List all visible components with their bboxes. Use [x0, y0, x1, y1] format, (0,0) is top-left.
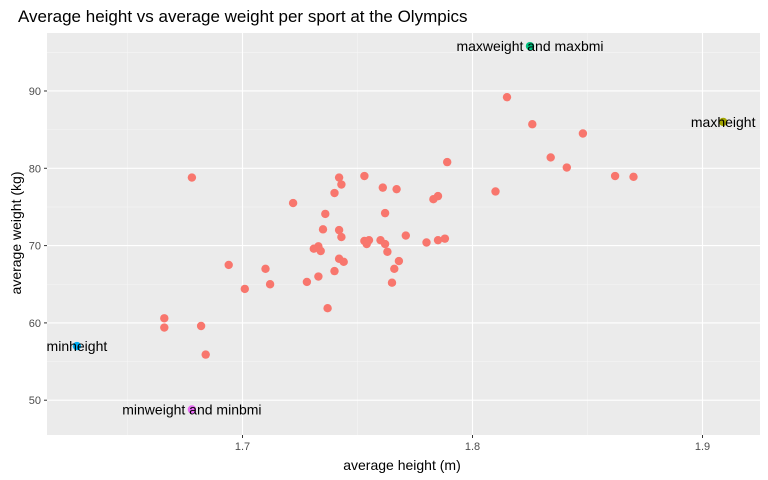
data-point: [390, 264, 399, 273]
data-point: [433, 235, 443, 245]
data-point: [394, 256, 404, 266]
y-tick-label: 90: [29, 86, 41, 98]
data-point: [525, 41, 535, 51]
x-tick-label: 1.7: [235, 441, 250, 453]
data-point: [160, 323, 169, 332]
data-point: [339, 257, 348, 267]
data-point: [330, 188, 339, 198]
data-point: [629, 172, 638, 181]
data-point: [422, 238, 431, 247]
point-annotations: maxheight maxweight and maxbmi minheight mi…: [47, 38, 756, 417]
data-point: [502, 92, 512, 102]
data-point: [187, 405, 197, 414]
data-point: [491, 187, 500, 196]
y-tick-label: 60: [29, 318, 41, 330]
axis-ticks: 1.7 1.8 1.9 50 60 70 80 90: [29, 86, 710, 453]
data-point: [546, 153, 555, 162]
point-label: minweight and minbmi: [122, 401, 261, 417]
data-point: [224, 260, 233, 270]
data-point: [578, 129, 588, 138]
data-point: [314, 272, 323, 281]
y-tick-label: 70: [29, 241, 41, 253]
data-point: [562, 163, 571, 172]
point-label: maxheight: [691, 114, 756, 130]
data-point: [160, 314, 169, 323]
data-point: [334, 173, 344, 182]
data-point: [360, 171, 369, 181]
data-point: [719, 117, 728, 127]
minor-gridlines: [47, 33, 760, 435]
major-gridlines: [47, 33, 760, 435]
data-point: [380, 239, 390, 249]
data-point: [401, 231, 410, 240]
data-point: [302, 277, 312, 287]
data-point: [318, 225, 328, 234]
data-point: [433, 191, 443, 201]
data-point: [265, 280, 275, 289]
data-point: [330, 266, 339, 276]
data-point: [337, 180, 346, 189]
data-point: [321, 209, 330, 219]
data-point: [362, 239, 371, 249]
data-point: [196, 321, 206, 331]
data-point: [337, 232, 346, 242]
data-point: [392, 184, 401, 194]
x-tick-label: 1.9: [695, 441, 710, 453]
y-axis-title: average weight (kg): [8, 172, 24, 295]
data-point: [334, 225, 344, 235]
data-point: [440, 234, 450, 243]
data-point: [610, 171, 620, 181]
data-point: [240, 284, 249, 294]
data-point: [201, 350, 210, 359]
data-point: [72, 341, 82, 351]
y-tick-label: 50: [29, 395, 41, 407]
data-points: [72, 41, 728, 414]
data-point: [380, 208, 390, 218]
data-point: [383, 247, 392, 256]
data-point: [378, 183, 387, 192]
data-point: [261, 264, 270, 273]
point-label: maxweight and maxbmi: [456, 38, 603, 54]
data-point: [187, 173, 197, 182]
data-point: [528, 120, 537, 129]
data-point: [387, 278, 397, 287]
point-label: minheight: [47, 338, 108, 354]
chart-title: Average height vs average weight per spo…: [18, 7, 467, 26]
y-tick-label: 80: [29, 163, 41, 175]
data-point: [323, 304, 332, 313]
x-tick-label: 1.8: [465, 441, 480, 453]
data-point: [443, 157, 452, 167]
data-point: [288, 198, 298, 208]
data-point: [316, 246, 325, 256]
x-axis-title: average height (m): [343, 457, 461, 473]
